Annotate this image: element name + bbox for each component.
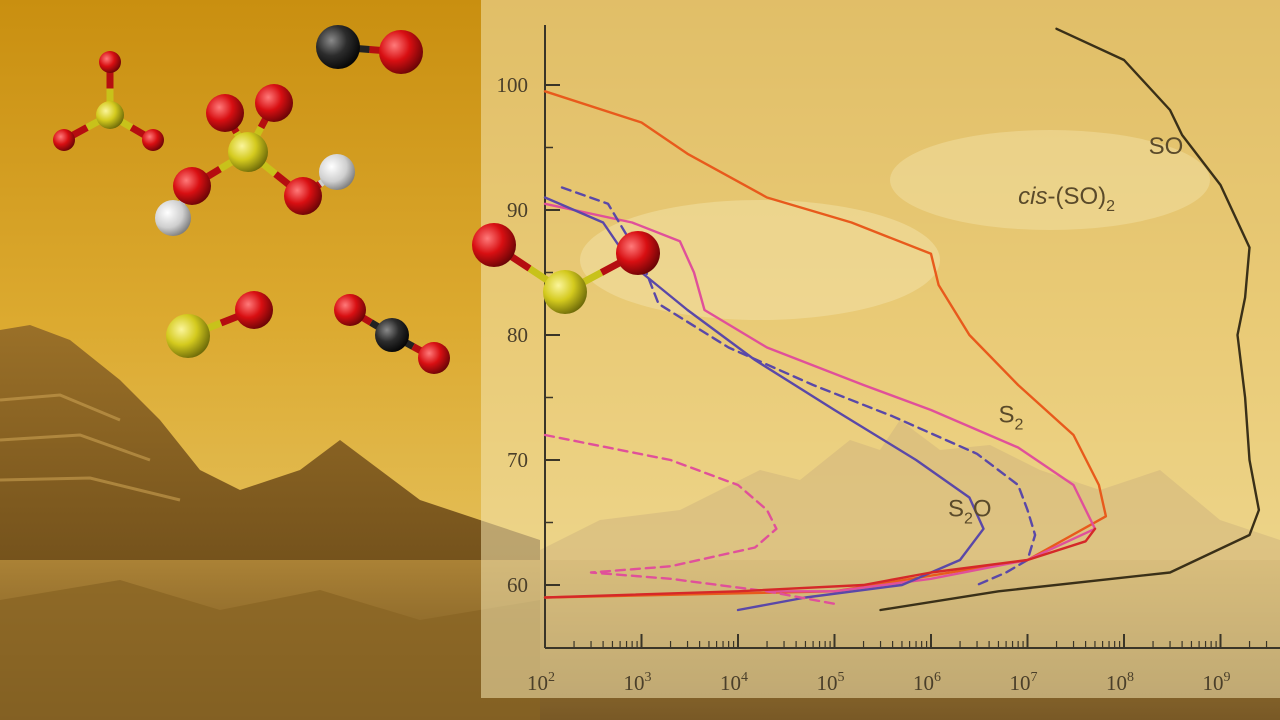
x-tick-label: 108 xyxy=(1106,670,1134,695)
atom-C xyxy=(316,25,360,69)
atom-O xyxy=(616,231,660,275)
cliff-strata xyxy=(0,393,181,502)
series-label: S2 xyxy=(998,402,1023,434)
atom-O xyxy=(472,223,516,267)
series-line-6 xyxy=(879,27,1261,612)
atom-O xyxy=(173,167,211,205)
series-line-1 xyxy=(543,202,1097,593)
sulfur-dioxide-molecule xyxy=(472,223,660,314)
y-ticks: 60 70 80 90 100 xyxy=(497,73,560,597)
series-line-0 xyxy=(543,90,1108,599)
series-label: S2O xyxy=(948,495,992,527)
atom-O xyxy=(379,30,423,74)
x-tick-label: 103 xyxy=(624,670,652,695)
series-label: SO xyxy=(1149,133,1184,160)
atom-O xyxy=(334,294,366,326)
atom-O xyxy=(99,51,121,73)
atom-O xyxy=(206,94,244,132)
sulfur-trioxide-molecule xyxy=(53,51,164,151)
atom-S xyxy=(228,132,268,172)
series-label: cis-(SO)2 xyxy=(1018,183,1115,215)
y-tick-label: 70 xyxy=(507,448,528,472)
carbon-monoxide-molecule xyxy=(316,25,423,74)
x-ticks: 102 103 104 105 106 107 108 109 xyxy=(527,634,1268,695)
atom-H xyxy=(155,200,191,236)
x-tick-label: 102 xyxy=(527,670,555,695)
series-labels: cis-(SO)2 S2 S2O SO xyxy=(948,133,1183,528)
x-tick-label: 107 xyxy=(1010,670,1038,695)
atom-O xyxy=(235,291,273,329)
y-tick-label: 60 xyxy=(507,573,528,597)
molecules xyxy=(53,25,660,374)
series-line-5 xyxy=(543,527,1097,599)
chart-panel xyxy=(481,0,1280,698)
series-line-4 xyxy=(543,433,836,605)
x-tick-label: 105 xyxy=(817,670,845,695)
y-tick-label: 90 xyxy=(507,198,528,222)
atom-H xyxy=(319,154,355,190)
atom-O xyxy=(284,177,322,215)
x-tick-label: 106 xyxy=(913,670,941,695)
sulfuric-acid-molecule xyxy=(155,84,355,236)
atom-C xyxy=(375,318,409,352)
atom-O xyxy=(418,342,450,374)
carbon-dioxide-molecule xyxy=(334,294,450,374)
y-tick-label: 80 xyxy=(507,323,528,347)
rocks xyxy=(0,580,540,720)
atom-S xyxy=(543,270,587,314)
x-tick-label: 104 xyxy=(720,670,748,695)
x-tick-label: 109 xyxy=(1203,670,1231,695)
sulfur-monoxide-molecule xyxy=(166,291,273,358)
atom-S xyxy=(166,314,210,358)
atom-O xyxy=(142,129,164,151)
y-tick-label: 100 xyxy=(497,73,529,97)
atom-O xyxy=(255,84,293,122)
atom-S xyxy=(96,101,124,129)
atom-O xyxy=(53,129,75,151)
